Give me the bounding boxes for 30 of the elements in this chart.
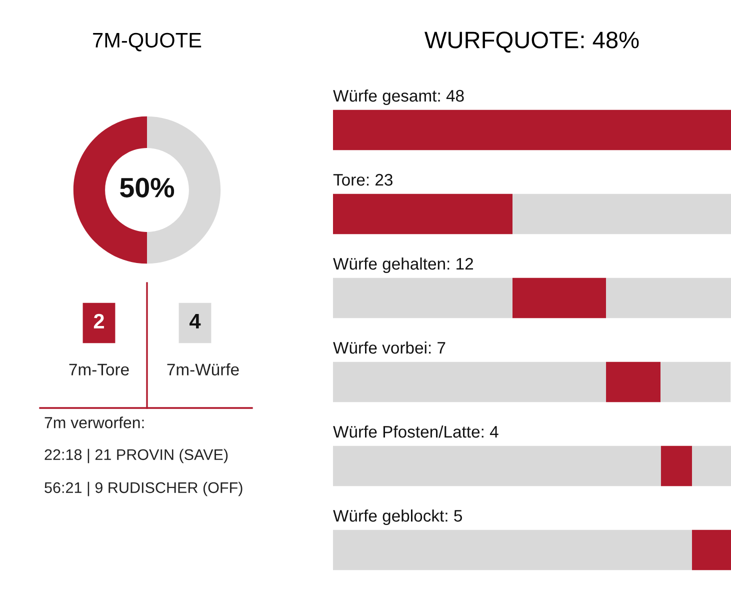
bar (606, 278, 731, 318)
y-tick-label: Würfe vorbei: 7 (333, 341, 446, 354)
y-tick-label: Würfe Pfosten/Latte: 4 (333, 425, 498, 438)
bar (333, 530, 692, 570)
bar (692, 530, 731, 570)
chart-title: WURFQUOTE: 48% (424, 32, 639, 53)
text: 7m-Tore (69, 364, 129, 376)
text: 4 (190, 314, 201, 328)
bar (333, 110, 731, 150)
bar (333, 362, 606, 402)
bar (333, 446, 661, 486)
bar (333, 278, 512, 318)
text: 22:18 | 21 PROVIN (SAVE) (44, 448, 228, 464)
text: 7m verworfen: (44, 416, 144, 428)
text: 56:21 | 9 RUDISCHER (OFF) (44, 482, 242, 496)
bar (512, 278, 606, 318)
y-tick-label: Tore: 23 (333, 174, 392, 186)
y-tick-label: Würfe geblockt: 5 (333, 509, 462, 526)
text: 50% (120, 178, 174, 198)
bar (333, 194, 512, 234)
bar (692, 446, 731, 486)
bar (660, 362, 731, 402)
y-tick-label: Würfe gehalten: 12 (333, 257, 473, 274)
bar (606, 362, 661, 402)
text: 2 (94, 314, 104, 328)
chart-title: 7M-QUOTE (93, 32, 202, 52)
text: 7m-Würfe (167, 363, 239, 376)
y-tick-label: Würfe gesamt: 48 (333, 89, 464, 106)
bar (512, 194, 731, 234)
bar (660, 446, 692, 486)
